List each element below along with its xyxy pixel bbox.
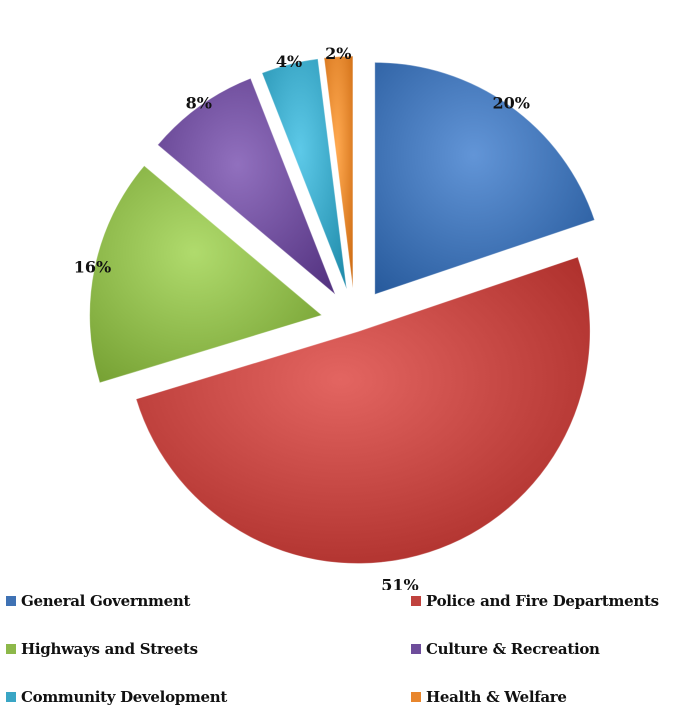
legend-swatch [411,692,421,702]
legend-item-culture-recreation: Culture & Recreation [411,640,600,658]
data-label-police-and-fire-departments: 51% [381,576,418,591]
chart-legend: General Government Police and Fire Depart… [6,592,686,722]
legend-label: Culture & Recreation [426,640,600,658]
data-label-culture-recreation: 8% [186,94,212,113]
legend-swatch [411,644,421,654]
pie-slice-culture-recreation [157,77,336,295]
legend-label: Highways and Streets [21,640,198,658]
legend-item-police-and-fire-departments: Police and Fire Departments [411,592,659,610]
data-label-general-government: 20% [492,94,529,113]
legend-label: General Government [21,592,191,610]
legend-item-highways-and-streets: Highways and Streets [6,640,198,658]
legend-label: Health & Welfare [426,688,567,706]
legend-swatch [6,644,16,654]
legend-swatch [6,596,16,606]
pie-slice-health-welfare [323,55,354,289]
pie-slice-community-development [261,58,348,290]
pie-chart-plot: 20% 51% 16% 8% 4% 2% [74,44,596,595]
legend-item-health-welfare: Health & Welfare [411,688,567,706]
data-label-highways-and-streets: 16% [74,258,111,277]
data-label-health-welfare: 2% [325,44,351,63]
pie-slice-highways-and-streets [89,165,323,384]
legend-item-general-government: General Government [6,592,190,610]
data-label-community-development: 4% [276,52,302,71]
legend-item-community-development: Community Development [6,688,227,706]
pie-slice-general-government [374,61,596,296]
legend-swatch [6,692,16,702]
pie-slice-police-and-fire-departments [135,256,591,564]
legend-swatch [411,596,421,606]
legend-label: Community Development [21,688,228,706]
legend-label: Police and Fire Departments [426,592,659,610]
